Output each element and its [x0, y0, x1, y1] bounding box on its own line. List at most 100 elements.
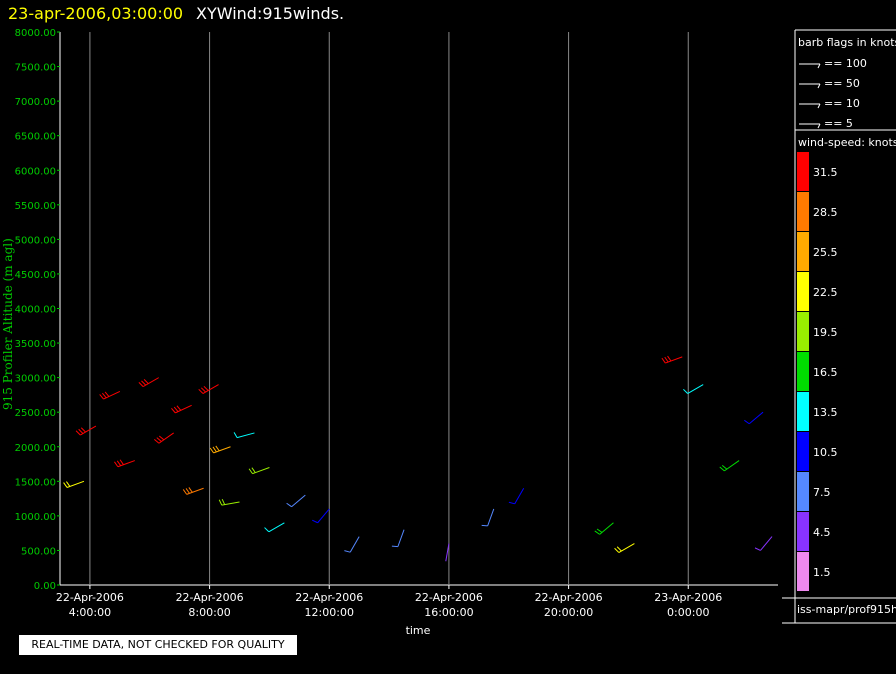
speed-legend-label: 31.5	[813, 166, 838, 179]
barb-flag	[667, 355, 672, 362]
wind-barb	[312, 508, 330, 524]
speed-legend-item: 13.5	[797, 392, 838, 431]
chart-title: XYWind:915winds.	[196, 4, 344, 23]
y-tick-label: 6000.00	[15, 166, 56, 177]
wind-barb	[63, 480, 85, 488]
x-tick-time: 0:00:00	[667, 606, 709, 619]
y-tick-label: 1000.00	[15, 512, 56, 523]
speed-color-swatch	[797, 232, 809, 271]
x-tick-date: 22-Apr-2006	[535, 591, 603, 604]
speed-legend-item: 28.5	[797, 192, 838, 231]
barb-flag	[99, 394, 104, 400]
barb-legend-item: == 50	[799, 77, 860, 90]
barb-legend-item: == 5	[799, 117, 853, 130]
wind-barb	[719, 460, 740, 472]
speed-color-swatch	[797, 472, 809, 511]
barb-flag	[508, 501, 515, 505]
barb-flag	[75, 430, 81, 436]
wind-barb	[754, 536, 773, 551]
wind-barb	[344, 536, 360, 553]
barb-flag	[391, 545, 398, 548]
wind-barb	[286, 494, 306, 508]
barb-flag	[209, 447, 215, 454]
barb-legend-label: == 100	[824, 57, 867, 70]
barb-staff	[748, 411, 764, 425]
barb-flag	[200, 387, 206, 393]
y-tick-label: 2000.00	[15, 443, 56, 454]
wind-barb	[75, 425, 97, 436]
x-tick-time: 4:00:00	[69, 606, 111, 619]
vertical-gridlines	[89, 32, 689, 585]
y-tick-label: 2500.00	[15, 408, 56, 419]
y-tick-label: 1500.00	[15, 477, 56, 488]
speed-color-swatch	[797, 352, 809, 391]
wind-barb	[391, 529, 405, 548]
barb-flag	[203, 385, 209, 391]
barb-flag	[173, 406, 179, 412]
x-tick-time: 12:00:00	[305, 606, 354, 619]
barb-flag	[154, 439, 160, 444]
y-tick-label: 500.00	[21, 546, 56, 557]
barb-flag	[65, 481, 71, 487]
title-date: 23-apr-2006,03:00:00	[8, 4, 183, 23]
speed-legend-item: 22.5	[797, 272, 838, 311]
barb-flag	[744, 419, 750, 425]
speed-legend-item: 4.5	[797, 512, 831, 551]
y-tick-label: 3500.00	[15, 339, 56, 350]
y-axis-label: 915 Profiler Altitude (m agl)	[1, 238, 15, 410]
x-tick-date: 22-Apr-2006	[176, 591, 244, 604]
speed-legend-item: 1.5	[797, 552, 831, 591]
barb-staff	[236, 432, 255, 439]
y-tick-label: 4500.00	[15, 270, 56, 281]
speed-color-swatch	[797, 392, 809, 431]
barb-staff	[487, 508, 495, 527]
wind-barb	[182, 487, 204, 495]
barb-legend-label: == 5	[824, 117, 853, 130]
barb-flag	[221, 499, 226, 505]
barb-flag	[104, 391, 110, 397]
quality-note: REAL-TIME DATA, NOT CHECKED FOR QUALITY	[19, 635, 297, 655]
barb-flag	[344, 550, 351, 553]
y-axis-ticks: 0.00 500.00 1000.00 1500.00 2000.00 2500.00 30…	[15, 28, 60, 592]
barb-flag	[212, 446, 217, 453]
wind-barb	[99, 390, 121, 400]
wind-barb	[154, 432, 174, 444]
barb-legend-label: == 50	[824, 77, 860, 90]
barb-staff	[202, 384, 219, 394]
speed-legend-item: 19.5	[797, 312, 838, 351]
y-tick-label: 7000.00	[15, 97, 56, 108]
barb-flag	[116, 460, 122, 466]
wind-barb	[594, 522, 614, 535]
barb-flag	[182, 489, 188, 495]
wind-barb	[233, 432, 255, 439]
barb-flag	[218, 499, 223, 506]
barb-flag	[264, 527, 270, 533]
barb-legend-label: == 10	[824, 97, 860, 110]
barb-legend-title: barb flags in knots	[798, 36, 896, 49]
wind-barb	[614, 543, 635, 553]
barb-flag	[616, 546, 622, 552]
x-tick-date: 22-Apr-2006	[415, 591, 483, 604]
y-tick-label: 6500.00	[15, 132, 56, 143]
speed-color-swatch	[797, 512, 809, 551]
barb-staff	[397, 529, 405, 547]
speed-legend-label: 4.5	[813, 526, 831, 539]
speed-legend-label: 22.5	[813, 286, 838, 299]
barb-staff	[514, 487, 525, 505]
speed-legend-label: 16.5	[813, 366, 838, 379]
speed-legend-item: 25.5	[797, 232, 838, 271]
wind-barb	[198, 384, 219, 394]
x-tick-date: 23-Apr-2006	[654, 591, 722, 604]
barb-flag	[661, 357, 666, 364]
wind-barbs	[63, 355, 773, 562]
barb-flag	[158, 435, 165, 441]
y-tick-label: 0.00	[34, 581, 56, 592]
y-tick-label: 3000.00	[15, 374, 56, 385]
barb-legend: == 100 == 50 == 10 == 5	[799, 57, 867, 130]
speed-legend-label: 13.5	[813, 406, 838, 419]
barb-flag	[141, 380, 147, 386]
wind-barb	[171, 404, 192, 414]
barb-flag	[312, 519, 318, 524]
barb-flag	[596, 528, 603, 533]
barb-flag	[185, 488, 190, 494]
